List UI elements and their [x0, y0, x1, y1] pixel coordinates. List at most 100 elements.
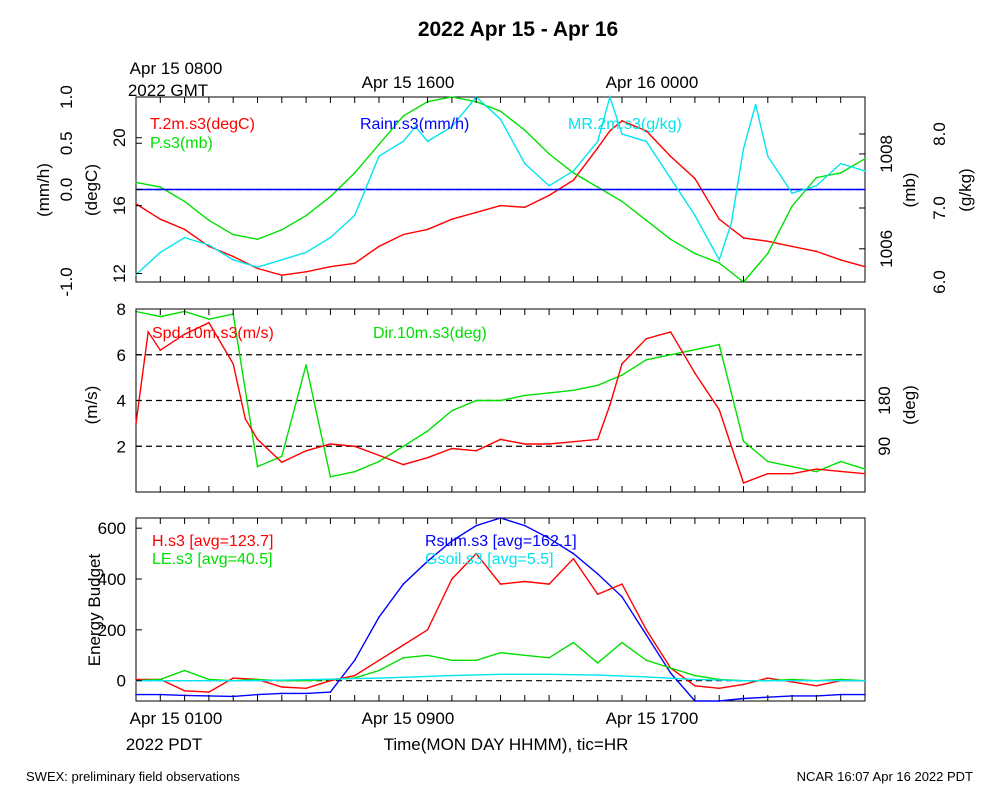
- series-point: [183, 236, 186, 239]
- series-point: [475, 450, 478, 452]
- series-point: [451, 218, 453, 220]
- series-point: [281, 692, 283, 695]
- series-point: [353, 262, 356, 265]
- series-point: [256, 438, 259, 441]
- legend-rain-rate: Rainr.s3(mm/h): [360, 116, 469, 133]
- series-point: [402, 115, 405, 117]
- series-point: [839, 172, 842, 174]
- energy-tick-label: 400: [98, 570, 126, 589]
- series-point: [159, 251, 162, 254]
- legend-wind-direction: Dir.10m.s3(deg): [373, 325, 487, 342]
- series-point: [645, 359, 648, 361]
- series-point: [669, 238, 672, 241]
- panel-temperature: -1.0 0.0 0.5 1.0 12 16 20 1006 1008 6.0 7.0 8.0 T.2…: [34, 85, 975, 296]
- series-point: [305, 271, 307, 273]
- energy-tick-label: 200: [98, 621, 126, 640]
- series-point: [609, 404, 611, 406]
- series-point: [353, 470, 356, 473]
- series-point: [159, 349, 162, 352]
- energy-tick-label: 600: [98, 519, 126, 538]
- series-point: [572, 389, 575, 392]
- series-point: [767, 252, 769, 255]
- series-point: [572, 170, 575, 172]
- series-point: [791, 245, 793, 248]
- series-point: [572, 440, 575, 443]
- series-point: [135, 203, 137, 205]
- series-point: [256, 465, 259, 468]
- panel-energy-budget: 0 200 400 600 H.s3 [avg=123.7] LE.s3 [avg=4…: [85, 517, 866, 702]
- legend-soil-heat: Gsoil.s3 [avg=5.5]: [425, 551, 554, 568]
- series-point: [426, 140, 429, 143]
- series-point: [694, 685, 696, 687]
- series-point: [718, 259, 720, 261]
- series-point: [548, 583, 550, 585]
- axis-label-mixing-ratio: (g/kg): [956, 168, 975, 211]
- series-point: [208, 678, 210, 681]
- series-point: [645, 219, 648, 222]
- series-point: [402, 657, 405, 659]
- series-point: [645, 634, 648, 636]
- series-point: [451, 540, 453, 542]
- series-point: [378, 143, 380, 146]
- series-point: [208, 691, 210, 693]
- legend-wind-speed: Spd.10m.s3(m/s): [152, 325, 274, 342]
- series-point: [864, 188, 866, 191]
- series-point: [378, 454, 380, 457]
- series-point: [281, 259, 283, 261]
- series-point: [609, 130, 611, 132]
- speed-tick-label: 4: [117, 392, 126, 411]
- series-point: [621, 133, 623, 135]
- series-point: [596, 662, 599, 664]
- series-point: [694, 214, 696, 217]
- series-point: [183, 669, 186, 672]
- series-point: [353, 214, 356, 217]
- series-point: [864, 679, 866, 682]
- series-point: [669, 667, 672, 669]
- series-point: [305, 251, 307, 254]
- series-point: [402, 583, 405, 585]
- direction-tick-label: 180: [875, 386, 894, 414]
- series-point: [451, 578, 453, 580]
- series-point: [378, 677, 380, 679]
- panel-temperature-series: [135, 94, 866, 283]
- top-axis-first-label-line1: Apr 15 0800: [130, 59, 223, 78]
- series-point: [767, 460, 769, 463]
- series-point: [281, 686, 283, 688]
- energy-tick-label: 0: [117, 672, 126, 691]
- series-point: [839, 162, 842, 165]
- series-point: [329, 679, 332, 682]
- series-point: [645, 659, 648, 662]
- series-point: [572, 172, 575, 174]
- series-point: [548, 657, 550, 659]
- series-point: [621, 120, 623, 122]
- series-point: [791, 472, 793, 475]
- series-point: [426, 560, 429, 562]
- series-point: [499, 204, 502, 207]
- series-point: [645, 337, 648, 340]
- series-point: [329, 195, 332, 198]
- legend-sensible-heat: H.s3 [avg=123.7]: [152, 533, 273, 550]
- bottom-axis-first-label-line2: 2022 PDT: [126, 735, 203, 754]
- series-point: [621, 641, 623, 644]
- series-point: [815, 470, 818, 473]
- series-point: [305, 692, 307, 695]
- series-point: [451, 674, 453, 677]
- series-point: [718, 343, 720, 346]
- series-point: [305, 687, 307, 690]
- legend-latent-heat: LE.s3 [avg=40.5]: [152, 551, 273, 568]
- legend-net-radiation: Rsum.s3 [avg=162.1]: [425, 533, 577, 550]
- series-point: [596, 573, 599, 575]
- series-point: [718, 687, 720, 690]
- series-point: [329, 476, 332, 478]
- bottom-axis-label-1700: Apr 15 1700: [606, 709, 699, 728]
- axis-label-wind-direction: (deg): [900, 385, 919, 425]
- series-point: [244, 418, 247, 420]
- series-point: [426, 654, 429, 657]
- panel-wind-ticks: 2 4 6 8 90 180: [117, 300, 894, 492]
- series-point: [475, 399, 478, 402]
- series-point: [378, 616, 380, 618]
- series-point: [451, 659, 453, 662]
- direction-tick-label: 90: [875, 437, 894, 456]
- series-point: [864, 170, 866, 172]
- series-point: [767, 677, 769, 679]
